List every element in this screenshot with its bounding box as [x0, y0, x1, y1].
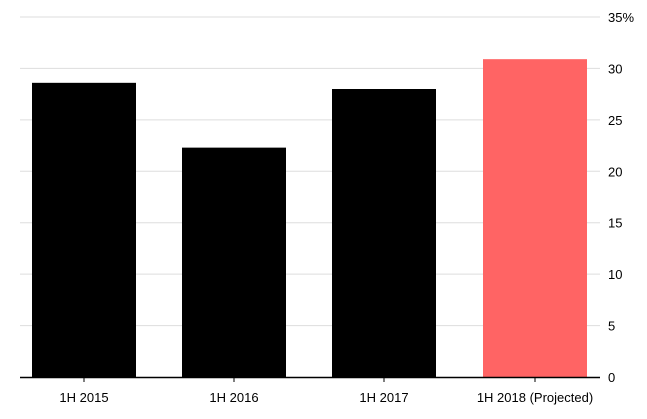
x-category-label: 1H 2015 — [59, 390, 108, 405]
y-tick-label: 15 — [608, 216, 622, 231]
bar — [32, 82, 136, 377]
y-tick-label: 30 — [608, 61, 622, 76]
bar-projected — [483, 59, 587, 378]
x-category-label: 1H 2016 — [209, 390, 258, 405]
y-tick-label: 0 — [608, 370, 615, 385]
y-tick-label: 20 — [608, 164, 622, 179]
y-tick-label: 35% — [608, 10, 634, 25]
y-tick-label: 10 — [608, 267, 622, 282]
bar — [332, 89, 436, 377]
bar — [182, 147, 286, 377]
x-category-label: 1H 2017 — [359, 390, 408, 405]
x-axis-category-labels: 1H 2015 1H 2016 1H 2017 1H 2018 (Projected) — [59, 377, 593, 405]
y-tick-label: 5 — [608, 319, 615, 334]
y-tick-label: 25 — [608, 113, 622, 128]
bars — [32, 59, 587, 378]
x-category-label: 1H 2018 (Projected) — [477, 390, 593, 405]
y-axis-tick-labels: 0 5 10 15 20 25 30 35% — [608, 10, 634, 385]
